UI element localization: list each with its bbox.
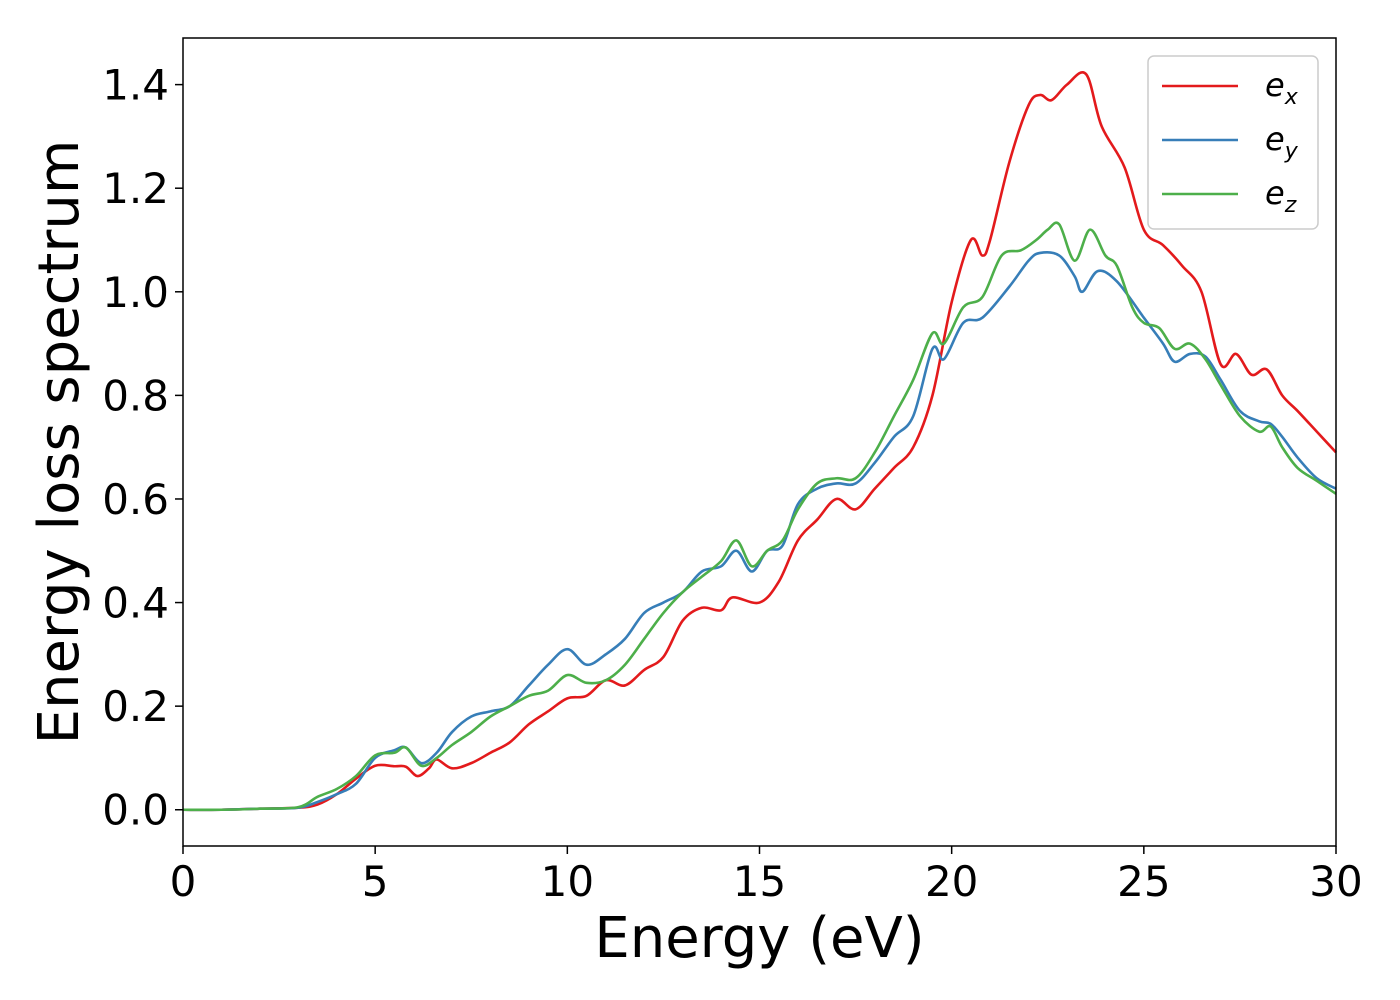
y-tick-label: 0.2 xyxy=(102,682,169,731)
legend-label-subscript: x xyxy=(1284,85,1299,110)
x-axis-title: Energy (eV) xyxy=(594,906,924,971)
series-layer xyxy=(182,71,1337,812)
x-axis-ticks: 0 5 10 15 20 25 30 xyxy=(170,846,1363,906)
legend-box xyxy=(1147,55,1319,230)
legend-label-y: ey xyxy=(1265,120,1299,164)
plot-area xyxy=(183,38,1336,846)
y-axis-ticks: 0.0 0.2 0.4 0.6 0.8 1.0 1.2 1.4 xyxy=(102,61,183,835)
x-tick-label: 0 xyxy=(170,857,197,906)
y-tick-label: 1.4 xyxy=(102,61,169,110)
series-line-z xyxy=(182,221,1337,812)
x-tick-label: 25 xyxy=(1117,857,1170,906)
x-tick-label: 20 xyxy=(925,857,978,906)
legend-label-base: e xyxy=(1265,174,1285,212)
legend-label-z: ez xyxy=(1265,174,1297,218)
y-tick-label: 0.8 xyxy=(102,371,169,420)
y-tick-label: 1.0 xyxy=(102,268,169,317)
x-tick-label: 30 xyxy=(1309,857,1362,906)
x-tick-label: 5 xyxy=(362,857,389,906)
y-tick-label: 0.4 xyxy=(102,579,169,628)
legend-label-base: e xyxy=(1265,66,1285,104)
y-axis-title: Energy loss spectrum xyxy=(27,140,92,745)
x-tick-label: 10 xyxy=(541,857,594,906)
x-tick-label: 15 xyxy=(733,857,786,906)
legend-label-subscript: z xyxy=(1284,193,1297,218)
legend-label-subscript: y xyxy=(1284,139,1299,164)
series-line-y xyxy=(182,251,1337,812)
legend-label-x: ex xyxy=(1265,66,1299,110)
y-tick-label: 1.2 xyxy=(102,164,169,213)
y-tick-label: 0.0 xyxy=(102,786,169,835)
y-tick-label: 0.6 xyxy=(102,475,169,524)
legend-label-base: e xyxy=(1265,120,1285,158)
series-line-x xyxy=(182,71,1337,812)
